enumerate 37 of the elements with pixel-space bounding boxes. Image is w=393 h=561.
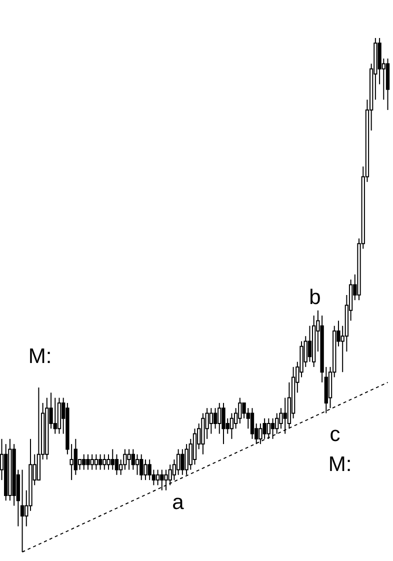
candlestick	[131, 448, 135, 470]
candlestick	[209, 408, 214, 434]
annotation: b	[309, 286, 321, 309]
annotation: M:	[28, 345, 52, 368]
candlestick	[270, 418, 275, 440]
candlestick	[144, 458, 148, 481]
candlestick	[114, 454, 119, 476]
candlestick	[164, 469, 168, 491]
annotation: M:	[328, 453, 352, 476]
candlestick	[106, 454, 110, 470]
candlestick	[90, 454, 94, 470]
candlestick	[74, 438, 78, 476]
candlestick	[140, 454, 144, 481]
candlestick	[250, 408, 254, 440]
candlestick	[213, 408, 218, 430]
candlestick	[94, 454, 98, 470]
candlestick	[102, 454, 106, 470]
candlestick	[180, 448, 184, 476]
candlestick	[222, 402, 226, 445]
candlestick	[218, 402, 222, 434]
annotation: a	[172, 491, 184, 514]
candlestick	[176, 448, 180, 476]
candlestick	[156, 469, 160, 486]
candlestick	[86, 454, 90, 470]
candlestick	[308, 325, 312, 362]
candlestick	[53, 397, 57, 434]
annotation: c	[330, 423, 340, 446]
candlestick	[82, 454, 86, 470]
candlestick	[98, 454, 102, 470]
candlestick	[283, 397, 287, 434]
candlestick	[266, 418, 270, 440]
candlestick	[230, 412, 234, 440]
candlestick	[160, 469, 164, 491]
candlestick	[110, 448, 114, 470]
candlestick	[135, 454, 140, 476]
candlestick	[148, 458, 152, 481]
candlestick	[127, 448, 131, 470]
